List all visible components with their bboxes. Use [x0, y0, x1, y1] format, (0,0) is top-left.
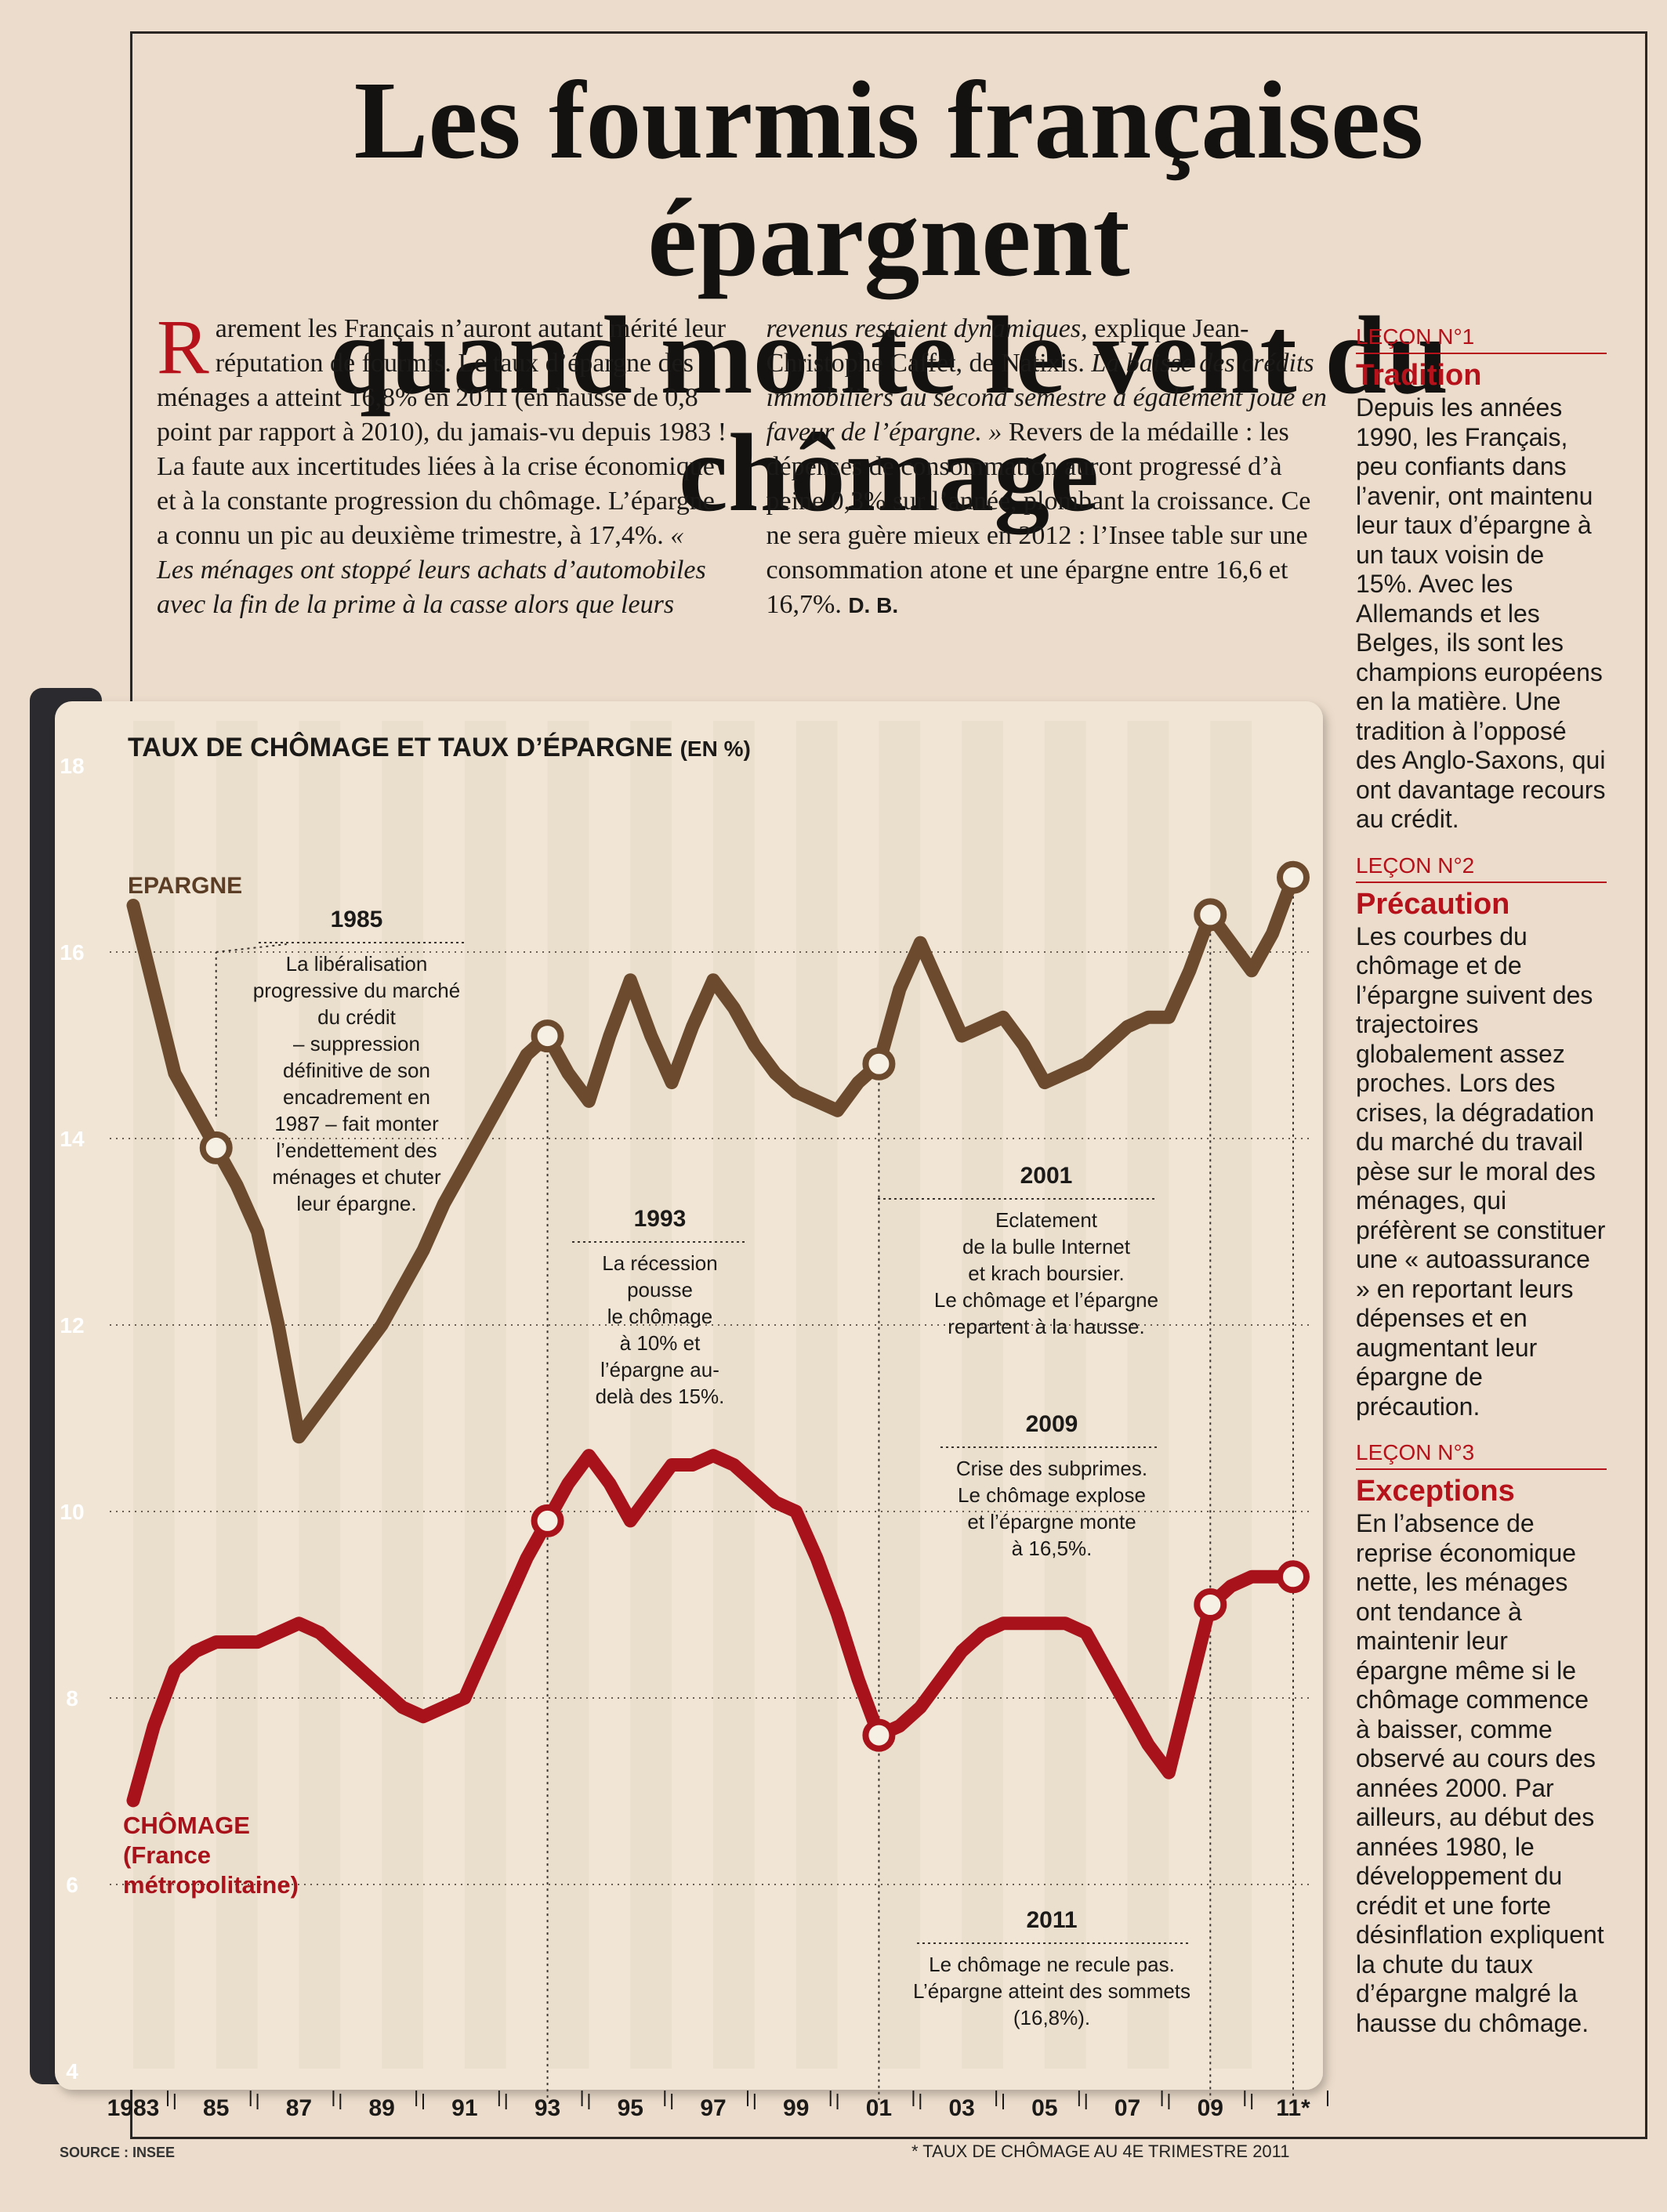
y-tick-label: 6 [66, 1873, 78, 1897]
headline-line-2: quand monte le vent du chômage [328, 293, 1449, 534]
lesson-title: Tradition [1356, 359, 1482, 392]
y-ticks: 18 16 14 12 10 8 6 4 [60, 754, 85, 2083]
lesson-number: LEÇON N°3 [1356, 1439, 1607, 1470]
lesson-number: LEÇON N°2 [1356, 852, 1607, 883]
drop-cap: R [157, 303, 209, 390]
lesson-text: Depuis les années 1990, les Français, pe… [1356, 393, 1606, 833]
headline: Les fourmis françaises épargnent quand m… [130, 61, 1647, 531]
y-tick-label: 4 [66, 2059, 78, 2083]
lesson-2: LEÇON N°2 Précaution Les courbes du chôm… [1356, 852, 1607, 1422]
y-tick-label: 8 [66, 1686, 78, 1711]
y-tick-label: 12 [60, 1313, 84, 1338]
lesson-number: LEÇON N°1 [1356, 323, 1607, 354]
article-quote-1: « Les ménages ont stoppé leurs achats d’… [157, 314, 1088, 619]
footnote: * TAUX DE CHÔMAGE AU 4E TRIMESTRE 2011 [911, 2141, 1290, 2161]
y-tick-label: 16 [60, 940, 84, 965]
lesson-title: Exceptions [1356, 1475, 1515, 1508]
headline-line-1: Les fourmis françaises épargnent [353, 58, 1424, 299]
article-quote-2: La baisse des crédits immobiliers au sec… [766, 349, 1327, 447]
article-text-2: Revers de la médaille : les dépenses de … [766, 418, 1311, 619]
article-text-1: arement les Français n’auront autant mér… [157, 314, 727, 550]
y-tick-label: 10 [60, 1500, 84, 1524]
source-note: SOURCE : INSEE [60, 2145, 176, 2160]
y-tick-label: 14 [60, 1127, 85, 1151]
article-attribution: explique Jean-Christophe Caffet, de Nati… [766, 314, 1249, 378]
sidebar-lessons: LEÇON N°1 Tradition Depuis les années 19… [1356, 323, 1607, 2055]
y-tick-label: 18 [60, 754, 84, 778]
byline: D. B. [848, 593, 899, 617]
lesson-text: Les courbes du chômage et de l’épargne s… [1356, 921, 1606, 1421]
lesson-text: En l’absence de reprise économique nette… [1356, 1509, 1604, 2037]
lesson-title: Précaution [1356, 887, 1510, 921]
lesson-3: LEÇON N°3 Exceptions En l’absence de rep… [1356, 1439, 1607, 2038]
lesson-1: LEÇON N°1 Tradition Depuis les années 19… [1356, 323, 1607, 834]
y-axis-bar [30, 688, 102, 2084]
